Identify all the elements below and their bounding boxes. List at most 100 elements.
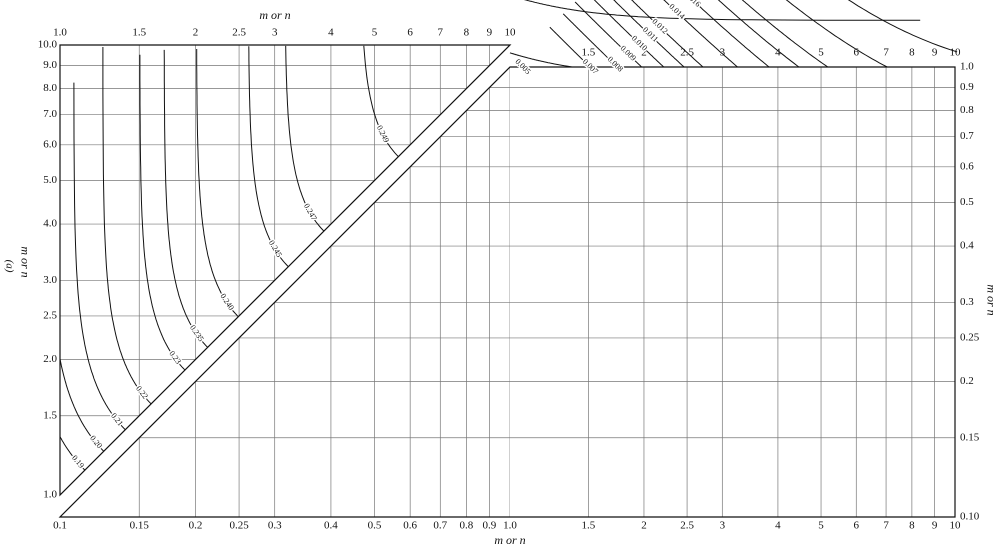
y-axis-title-left: m or n — [18, 246, 32, 277]
contour-line — [593, 0, 665, 68]
x-axis-title-bottom: m or n — [494, 533, 525, 547]
y-tick-label-left: 10.0 — [38, 39, 58, 51]
x-tick-label-top: 9 — [487, 27, 493, 39]
y-tick-label-right: 0.9 — [960, 81, 974, 93]
contour-line — [663, 0, 738, 68]
x-tick-label-bottom: 2.5 — [680, 520, 694, 532]
x-tick-label-bottom: 0.3 — [268, 520, 282, 532]
x-tick-label-right-top: 10 — [950, 47, 962, 59]
x-tick-label-bottom: 0.9 — [483, 520, 497, 532]
contour-line — [717, 0, 800, 68]
contour-line — [73, 82, 126, 431]
x-tick-label-right-top: 4 — [775, 47, 781, 59]
contour-line — [59, 436, 86, 471]
y-tick-label-right: 0.8 — [960, 104, 974, 116]
contour-label: 0.247 — [302, 202, 319, 222]
contour-line — [562, 13, 618, 68]
x-tick-label-bottom: 0.6 — [403, 520, 417, 532]
x-tick-label-top: 4 — [328, 27, 334, 39]
contour-line — [691, 0, 770, 68]
x-tick-label-bottom: 0.8 — [460, 520, 474, 532]
x-tick-label-top: 7 — [438, 27, 444, 39]
contour-line — [574, 1, 642, 68]
contour-line — [741, 0, 829, 68]
x-tick-label-top: 3 — [272, 27, 278, 39]
contour-line — [139, 54, 186, 371]
contour-line — [631, 0, 704, 68]
contour-label: 0.22 — [134, 384, 150, 401]
x-tick-label-bottom: 0.2 — [189, 520, 203, 532]
x-tick-label-top: 6 — [407, 27, 413, 39]
contour-line — [163, 49, 209, 348]
labels: 1.0 1.5 2 2.5 3 4 5 6 7 8 9 10 1.0 1.5 2.0 2.5 3.0 4.0 5.0… — [38, 0, 980, 532]
contour-label: 0.21 — [109, 411, 125, 428]
y-tick-label-right: 1.0 — [960, 61, 974, 73]
x-tick-label-right-top: 2.5 — [680, 47, 694, 59]
y-tick-label-left: 5.0 — [43, 174, 57, 186]
x-tick-label-bottom: 9 — [932, 520, 938, 532]
x-tick-label-top: 2.5 — [232, 27, 246, 39]
x-tick-label-bottom: 4 — [775, 520, 781, 532]
y-tick-label-right: 0.10 — [960, 511, 980, 523]
y-tick-label-left: 2.0 — [43, 353, 57, 365]
x-tick-label-right-top: 5 — [818, 47, 824, 59]
y-tick-label-left: 8.0 — [43, 82, 57, 94]
x-tick-label-top: 2 — [193, 27, 199, 39]
y-tick-label-left: 1.0 — [43, 489, 57, 501]
y-tick-label-right: 0.5 — [960, 196, 974, 208]
contour-line — [59, 358, 105, 452]
contour-line — [523, 0, 921, 21]
x-tick-label-bottom: 0.5 — [368, 520, 382, 532]
y-tick-label-left: 4.0 — [43, 218, 57, 230]
x-tick-label-top: 10 — [505, 27, 517, 39]
x-tick-label-bottom: 8 — [909, 520, 915, 532]
contour-line — [515, 60, 523, 68]
contour-label: 0.249 — [375, 124, 391, 144]
x-tick-label-bottom: 10 — [950, 520, 962, 532]
contour-line — [847, 0, 958, 53]
y-tick-label-right: 0.25 — [960, 331, 980, 343]
frame-lower — [58, 66, 956, 518]
x-tick-label-bottom: 0.25 — [229, 520, 249, 532]
x-tick-label-bottom: 5 — [818, 520, 824, 532]
x-tick-label-top: 5 — [372, 27, 378, 39]
frame-upper-left — [59, 44, 512, 497]
y-axis-title-right: m or n — [984, 284, 998, 315]
x-tick-label-top: 8 — [464, 27, 470, 39]
y-tick-label-right: 0.15 — [960, 431, 980, 443]
y-tick-label-left: 2.5 — [43, 309, 57, 321]
contour-line — [285, 45, 325, 232]
x-tick-label-bottom: 2 — [641, 520, 647, 532]
y-tick-label-left: 6.0 — [43, 138, 57, 150]
contour-line — [248, 46, 289, 268]
y-tick-label-right: 0.7 — [960, 130, 974, 142]
contour-line — [196, 49, 239, 318]
contour-label: 0.235 — [188, 323, 206, 343]
panel-label: (a) — [3, 260, 15, 273]
y-tick-label-right: 0.2 — [960, 375, 974, 387]
x-tick-label-bottom: 3 — [720, 520, 726, 532]
contour-label: 0.245 — [267, 239, 284, 259]
contour-line — [785, 0, 888, 68]
x-tick-label-right-top: 2 — [641, 47, 647, 59]
contour-line — [363, 45, 399, 157]
y-tick-label-right: 0.6 — [960, 160, 974, 172]
y-tick-label-left: 9.0 — [43, 59, 57, 71]
x-tick-label-bottom: 0.4 — [324, 520, 338, 532]
contour-line — [549, 26, 591, 68]
contour-label: 0.240 — [218, 292, 235, 312]
x-tick-label-bottom: 1.5 — [581, 520, 595, 532]
x-tick-label-right-top: 3 — [720, 47, 726, 59]
x-tick-label-right-top: 8 — [909, 47, 915, 59]
y-tick-label-left: 1.5 — [43, 409, 57, 421]
contour-line — [102, 47, 152, 405]
contour-line — [613, 0, 685, 68]
x-tick-label-top: 1.5 — [132, 27, 146, 39]
x-tick-label-right-top: 6 — [854, 47, 860, 59]
x-tick-label-bottom: 1.0 — [503, 520, 517, 532]
y-tick-label-right: 0.4 — [960, 240, 974, 252]
x-tick-label-right-top: 1.5 — [581, 47, 595, 59]
x-tick-label-bottom: 0.1 — [53, 520, 67, 532]
contours — [59, 0, 958, 471]
